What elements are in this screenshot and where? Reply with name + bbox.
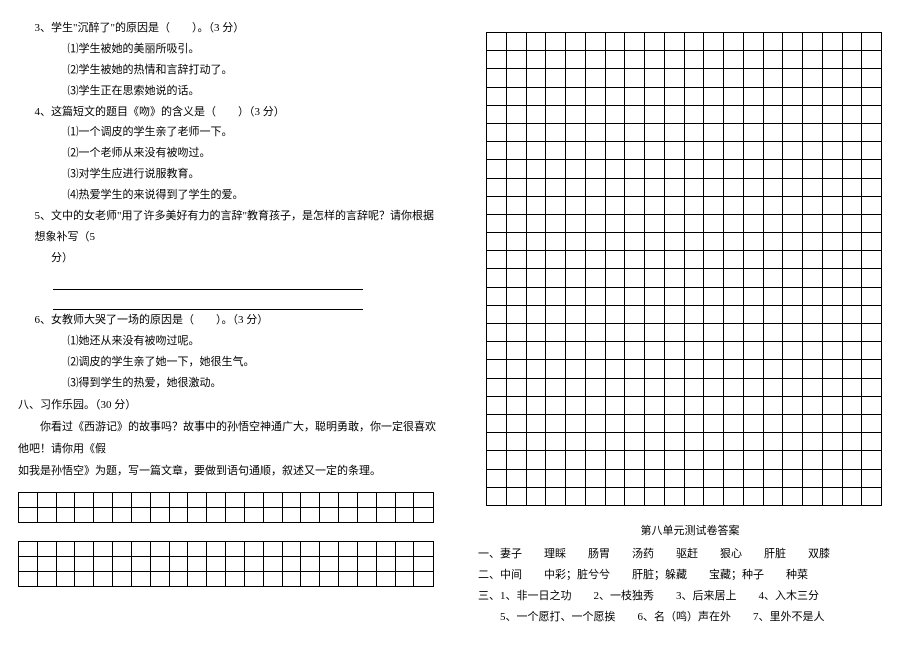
q4-opt-4: ⑷热爱学生的来说得到了学生的爱。: [18, 185, 442, 206]
q5-blank-1[interactable]: [18, 269, 442, 290]
answer-line-3: 三、1、非一日之功 2、一枝独秀 3、后来居上 4、入木三分: [478, 586, 902, 607]
q3-opt-1: ⑴学生被她的美丽所吸引。: [18, 39, 442, 60]
q6-opt-1: ⑴她还从来没有被吻过呢。: [18, 331, 442, 352]
q4-stem: 4、这篇短文的题目《吻》的含义是（ ）（3 分）: [18, 102, 442, 123]
sec8-p2: 如我是孙悟空》为题，写一篇文章，要做到语句通顺，叙述又一定的条理。: [18, 460, 442, 482]
right-page: 第八单元测试卷答案 一、妻子 理睬 肠胃 汤药 驱赶 狠心 肝脏 双膝 二、中间…: [460, 0, 920, 650]
left-page: 3、学生"沉醉了"的原因是（ ）。（3 分） ⑴学生被她的美丽所吸引。 ⑵学生被…: [0, 0, 460, 650]
writing-grid-large-wrap: [478, 18, 902, 506]
q5-stem-b: 分）: [18, 248, 442, 269]
answer-line-4: 5、一个愿打、一个愿挨 6、名（鸣）声在外 7、里外不是人: [478, 607, 902, 628]
writing-grid-2[interactable]: [18, 541, 442, 587]
writing-grid-1[interactable]: [18, 492, 442, 523]
q5-stem-a: 5、文中的女老师"用了许多美好有力的言辞"教育孩子，是怎样的言辞呢？请你根据想象…: [18, 206, 442, 248]
q3-opt-3: ⑶学生正在思索她说的话。: [18, 81, 442, 102]
answer-line-2: 二、中间 中彩；脏兮兮 肝脏；躲藏 宝藏；种子 种菜: [478, 565, 902, 586]
q3-opt-2: ⑵学生被她的热情和言辞打动了。: [18, 60, 442, 81]
sec8-p1: 你看过《西游记》的故事吗？故事中的孙悟空神通广大，聪明勇敢，你一定很喜欢他吧！请…: [18, 416, 442, 460]
q4-opt-1: ⑴一个调皮的学生亲了老师一下。: [18, 122, 442, 143]
answer-key-title: 第八单元测试卷答案: [478, 522, 902, 538]
section-8: 八、习作乐园。（30 分） 你看过《西游记》的故事吗？故事中的孙悟空神通广大，聪…: [18, 394, 442, 482]
sec8-head: 八、习作乐园。（30 分）: [18, 394, 442, 416]
q3-stem: 3、学生"沉醉了"的原因是（ ）。（3 分）: [18, 18, 442, 39]
writing-grid-large[interactable]: [486, 32, 882, 506]
answer-key: 第八单元测试卷答案 一、妻子 理睬 肠胃 汤药 驱赶 狠心 肝脏 双膝 二、中间…: [478, 522, 902, 628]
q4-opt-3: ⑶对学生应进行说服教育。: [18, 164, 442, 185]
answer-line-1: 一、妻子 理睬 肠胃 汤药 驱赶 狠心 肝脏 双膝: [478, 544, 902, 565]
q6-stem: 6、女教师大哭了一场的原因是（ ）。（3 分）: [18, 310, 442, 331]
q4-opt-2: ⑵一个老师从来没有被吻过。: [18, 143, 442, 164]
q5-blank-2[interactable]: [18, 290, 442, 311]
q6-opt-3: ⑶得到学生的热爱，她很激动。: [18, 373, 442, 394]
q6-opt-2: ⑵调皮的学生亲了她一下，她很生气。: [18, 352, 442, 373]
writing-grid-area: [18, 492, 442, 587]
